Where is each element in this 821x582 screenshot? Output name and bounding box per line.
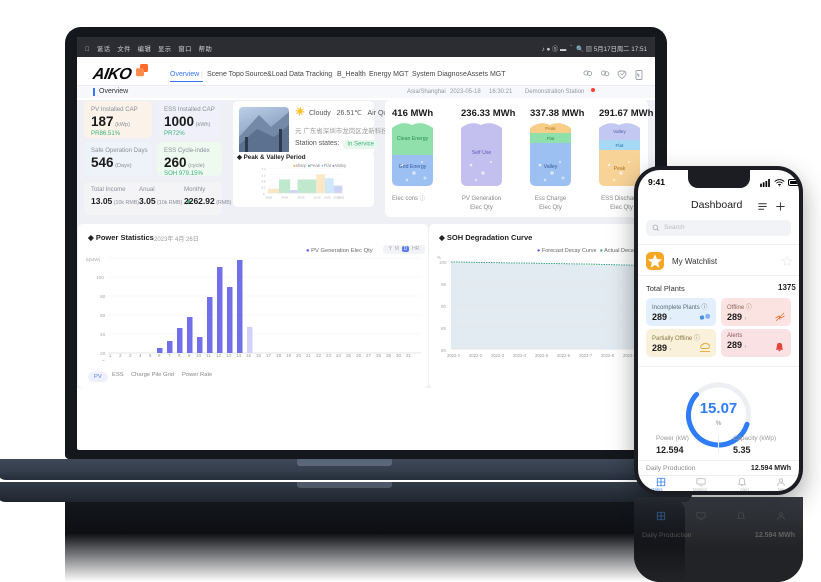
svg-text:00:00: 00:00 (265, 196, 272, 200)
svg-text:13: 13 (226, 353, 232, 358)
svg-text:2023-7: 2023-7 (579, 353, 593, 358)
svg-text:15: 15 (246, 353, 252, 358)
svg-text:Peak: Peak (614, 166, 626, 172)
svg-text:5(MW): 5(MW) (86, 257, 101, 263)
svg-text:12: 12 (216, 353, 222, 358)
svg-text:85: 85 (441, 326, 447, 331)
svg-text:0.2: 0.2 (262, 186, 266, 190)
svg-text:14: 14 (236, 353, 242, 358)
svg-text:95: 95 (441, 282, 447, 287)
svg-text:20: 20 (296, 353, 302, 358)
svg-text:Valley: Valley (613, 129, 626, 135)
svg-text:19: 19 (286, 353, 292, 358)
svg-text:18: 18 (276, 353, 282, 358)
svg-text:%: % (716, 420, 722, 427)
svg-text:2: 2 (119, 353, 122, 358)
svg-text:Clean Energy: Clean Energy (397, 136, 429, 142)
svg-text:15.07: 15.07 (700, 400, 738, 417)
svg-text:40: 40 (100, 332, 106, 338)
svg-text:10: 10 (196, 353, 202, 358)
svg-text:12:00: 12:00 (314, 196, 321, 200)
svg-text:29: 29 (386, 353, 392, 358)
svg-text:1.4: 1.4 (262, 167, 266, 171)
svg-text:2022-3: 2022-3 (491, 353, 505, 358)
svg-text:04:00: 04:00 (282, 196, 289, 200)
svg-text:16: 16 (256, 353, 262, 358)
svg-text:4: 4 (139, 353, 142, 358)
svg-text:26: 26 (356, 353, 362, 358)
svg-text:2022-4: 2022-4 (513, 353, 527, 358)
svg-text:80: 80 (441, 348, 447, 353)
svg-text:25: 25 (346, 353, 352, 358)
svg-text:2022-6: 2022-6 (557, 353, 571, 358)
svg-text:16:00: 16:00 (324, 196, 331, 200)
svg-text:60: 60 (100, 313, 106, 319)
svg-text:2022-8: 2022-8 (601, 353, 615, 358)
svg-text:Valley: Valley (544, 164, 558, 170)
svg-text:8: 8 (178, 353, 181, 358)
svg-text:28: 28 (376, 353, 382, 358)
svg-text:2022-1: 2022-1 (447, 353, 461, 358)
svg-text:Peak: Peak (545, 126, 556, 131)
svg-text:Flat: Flat (547, 136, 555, 141)
svg-text:30: 30 (396, 353, 402, 358)
svg-text:31: 31 (406, 353, 412, 358)
svg-text:6: 6 (158, 353, 161, 358)
svg-text:0: 0 (263, 192, 265, 196)
svg-text:100: 100 (96, 275, 104, 281)
svg-text:0.6: 0.6 (262, 180, 266, 184)
svg-text:21: 21 (306, 353, 312, 358)
svg-text:5: 5 (149, 353, 152, 358)
svg-text:Self Use: Self Use (472, 150, 492, 156)
svg-text:1.0: 1.0 (262, 173, 266, 177)
svg-text:Grid Energy: Grid Energy (399, 164, 427, 170)
svg-text:Flat: Flat (616, 143, 625, 149)
svg-text:9: 9 (188, 353, 191, 358)
svg-text:90: 90 (441, 304, 447, 309)
svg-text:7: 7 (168, 353, 171, 358)
svg-text:23:59: 23:59 (337, 196, 344, 200)
svg-text:20: 20 (100, 351, 106, 357)
svg-text:24: 24 (336, 353, 342, 358)
svg-text:3: 3 (129, 353, 132, 358)
svg-text:100: 100 (439, 260, 447, 265)
svg-text:0: 0 (102, 359, 105, 361)
svg-text:2022-2: 2022-2 (469, 353, 483, 358)
svg-text:23: 23 (326, 353, 332, 358)
svg-text:2022-5: 2022-5 (535, 353, 549, 358)
svg-text:22: 22 (316, 353, 322, 358)
svg-text:17: 17 (266, 353, 272, 358)
svg-text:11: 11 (206, 353, 211, 358)
svg-text:27: 27 (366, 353, 372, 358)
svg-text:80: 80 (100, 294, 106, 300)
svg-text:08:00: 08:00 (298, 196, 305, 200)
svg-text:1: 1 (109, 353, 112, 358)
